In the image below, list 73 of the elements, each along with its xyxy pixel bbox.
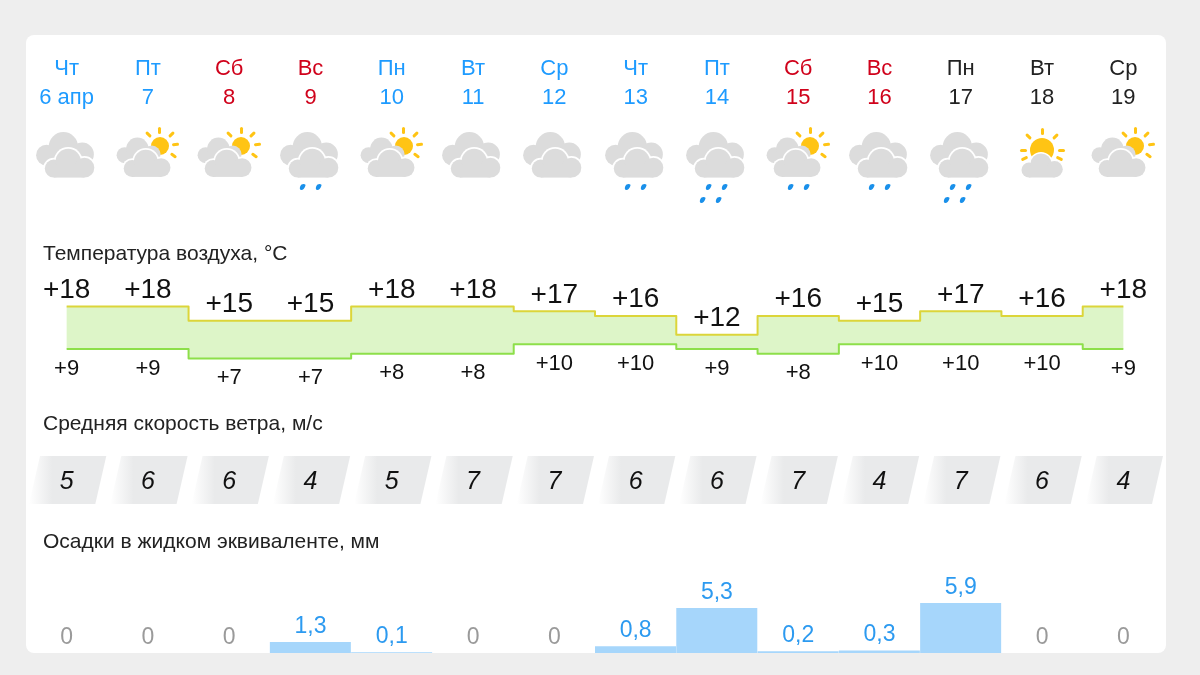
data-label: 4 — [303, 466, 318, 494]
data-label: +8 — [460, 359, 486, 385]
data-label: +18 — [449, 273, 497, 304]
x-tick-label: Сб 15 — [783, 54, 813, 109]
data-label: +18 — [42, 273, 91, 304]
data-label: +16 — [611, 282, 660, 314]
data-label: +16 — [774, 282, 822, 314]
data-label: +10 — [860, 349, 899, 375]
data-label: +12 — [693, 301, 741, 333]
data-label: 1,3 — [294, 611, 327, 638]
data-label: +10 — [616, 349, 655, 375]
data-label: 5 — [384, 466, 399, 494]
data-label: 7 — [547, 466, 563, 494]
chart-title: Осадки в жидком эквиваленте, мм — [43, 528, 380, 554]
data-label: +9 — [135, 354, 161, 380]
x-tick-label: Ср 19 — [1109, 54, 1138, 109]
data-label: 6 — [140, 466, 155, 494]
data-label: 0 — [222, 623, 236, 649]
data-label: +9 — [1110, 354, 1136, 380]
data-label: +10 — [535, 349, 574, 375]
data-label: 7 — [466, 466, 482, 494]
data-label: 0,1 — [375, 622, 408, 649]
data-label: 0 — [60, 623, 74, 649]
data-label: 7 — [953, 466, 969, 494]
data-label: +15 — [205, 287, 253, 319]
x-tick-label: Ср 12 — [540, 54, 569, 109]
data-label: 0,8 — [619, 616, 652, 643]
data-label: +17 — [530, 277, 579, 309]
data-label: 0 — [547, 623, 561, 649]
data-label: +18 — [368, 273, 416, 304]
data-label: 0,3 — [863, 620, 896, 647]
data-label: +17 — [937, 277, 985, 309]
x-tick-label: Пн 10 — [377, 54, 406, 109]
x-tick-label: Пн 17 — [946, 54, 975, 109]
data-label: +7 — [297, 364, 324, 389]
data-label: +9 — [54, 354, 80, 380]
data-label: 0,2 — [782, 621, 815, 648]
x-tick-label: Вт 18 — [1029, 54, 1055, 109]
text: Средняя скорость ветра, м/с — [43, 410, 323, 436]
x-tick-label: Сб 8 — [214, 54, 244, 109]
chart-title: Температура воздуха, °C — [43, 240, 288, 266]
data-label: +18 — [124, 273, 172, 304]
data-label: 6 — [628, 466, 643, 494]
data-label: +10 — [1023, 349, 1061, 375]
data-label: 4 — [872, 466, 887, 494]
x-tick-label: Пт 7 — [134, 54, 161, 109]
data-label: 7 — [791, 466, 807, 494]
data-label: +15 — [286, 287, 335, 319]
data-label: 6 — [709, 466, 724, 494]
x-tick-label: Вс 9 — [297, 54, 324, 109]
data-label: +18 — [1099, 273, 1148, 304]
data-label: 0 — [141, 623, 155, 649]
data-label: +10 — [942, 349, 980, 375]
data-label: 6 — [1035, 466, 1050, 494]
x-tick-label: Чт 6 апр — [39, 54, 95, 109]
data-label: +7 — [216, 364, 242, 389]
x-tick-label: Чт 13 — [623, 54, 649, 109]
x-tick-label: Вс 16 — [866, 54, 893, 109]
data-label: +15 — [855, 287, 904, 319]
data-label: 4 — [1116, 466, 1131, 494]
data-label: +8 — [785, 359, 811, 385]
data-label: 6 — [222, 466, 237, 494]
data-label: 0 — [466, 623, 480, 649]
data-label: 5,9 — [944, 573, 977, 599]
x-tick-label: Пт 14 — [703, 54, 730, 109]
data-label: 0 — [1116, 623, 1130, 649]
data-label: +8 — [379, 359, 405, 385]
data-label: 5,3 — [700, 578, 733, 605]
data-label: 5 — [59, 466, 74, 494]
data-label: 0 — [1035, 623, 1049, 649]
x-tick-label: Вт 11 — [461, 54, 486, 109]
data-label: +9 — [704, 354, 730, 380]
data-label: +16 — [1018, 282, 1066, 314]
